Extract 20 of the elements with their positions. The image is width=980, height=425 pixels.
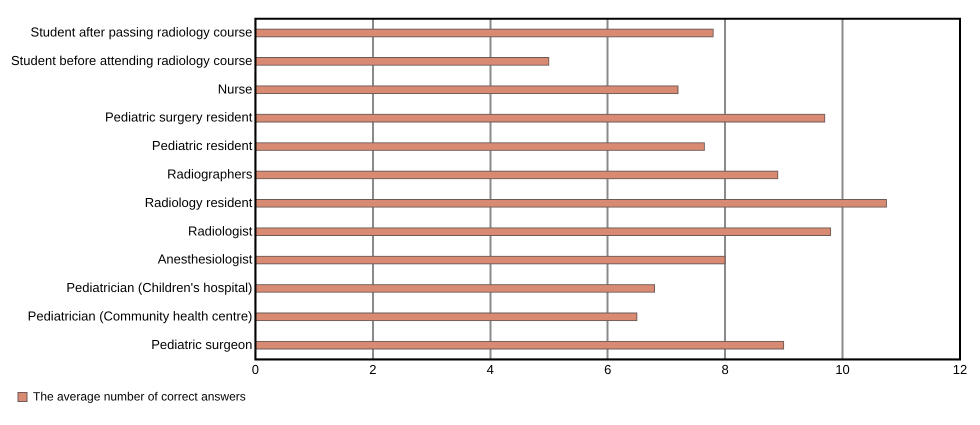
y-tick-label: Pediatric resident [152,138,253,154]
y-tick-label: Nurse [218,81,252,96]
y-tick-label: Pediatrician (Community health centre) [28,308,252,324]
y-tick-label: Pediatric surgery resident [104,110,253,125]
y-tick-label: Radiology resident [144,194,253,210]
y-tick-label: Student before attending radiology course [11,52,252,68]
x-tick-label: 6 [604,362,612,377]
y-tick-label: Student after passing radiology course [30,24,252,40]
legend-label: The average number of correct answers [33,389,246,404]
y-tick-label: Radiographers [167,166,253,182]
x-tick-label: 0 [252,362,260,377]
x-tick-label: 10 [835,362,850,377]
x-tick-label: 8 [722,362,729,377]
x-tick-label: 4 [486,362,494,377]
y-tick-label: Anesthesiologist [158,252,253,267]
y-tick-label: Radiologist [188,223,253,238]
y-tick-label: Pediatrician (Children's hospital) [66,280,252,296]
x-tick-label: 12 [952,362,968,377]
x-tick-label: 2 [369,362,376,377]
y-tick-label: Pediatric surgeon [151,336,252,352]
